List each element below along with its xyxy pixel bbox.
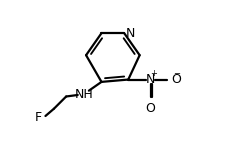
Text: NH: NH xyxy=(74,88,93,101)
Text: N: N xyxy=(146,73,155,86)
Text: F: F xyxy=(35,111,42,124)
Text: +: + xyxy=(150,69,157,78)
Text: O: O xyxy=(171,73,181,86)
Text: N: N xyxy=(126,27,135,40)
Text: −: − xyxy=(174,69,180,78)
Text: O: O xyxy=(146,102,155,115)
